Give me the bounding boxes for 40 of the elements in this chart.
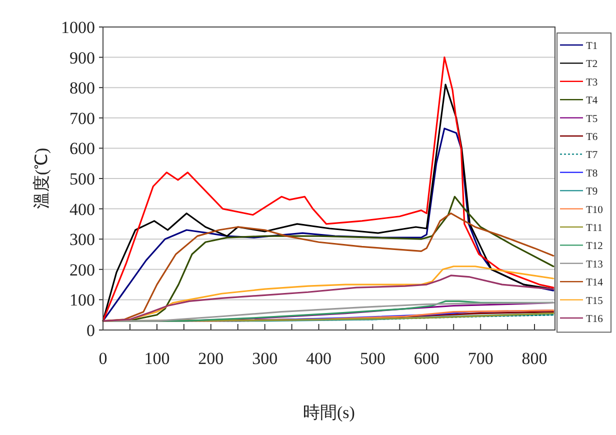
y-tick-label: 300 [70,230,95,250]
y-axis-title: 溫度(℃) [32,148,51,210]
legend-label: T7 [586,150,598,162]
y-tick-label: 900 [70,48,95,68]
x-tick-label: 300 [252,349,278,368]
legend-label: T6 [586,132,598,143]
x-tick-label: 700 [468,349,494,368]
y-tick-label: 100 [70,290,95,310]
legend-label: T9 [586,186,598,198]
legend-label: T10 [586,204,603,216]
y-tick-label: 500 [70,170,95,188]
x-tick-label: 0 [98,349,108,368]
x-tick-label: 600 [414,349,440,368]
legend-label: T3 [586,77,598,88]
line-series [102,274,554,322]
line-series [102,128,554,322]
legend-label: T2 [586,59,598,70]
legend-label: T13 [586,259,603,270]
x-axis-title: 時間(s) [303,403,355,422]
y-tick-label: 200 [70,260,95,280]
legend-label: T1 [586,41,598,52]
x-tick-label: 800 [522,349,548,368]
y-tick-label: 0 [86,321,95,340]
y-tick-label: 600 [70,139,95,158]
legend-label: T5 [586,114,598,125]
y-tick-label: 800 [70,78,95,98]
legend-label: T12 [586,241,603,252]
legend-label: T16 [586,314,603,325]
legend-label: T15 [586,296,603,307]
legend-label: T11 [586,223,603,234]
x-tick-label: 200 [198,349,224,368]
x-tick-label: 100 [144,349,170,368]
y-tick-label: 400 [70,200,95,219]
x-tick-label: 400 [306,349,332,368]
y-tick-label: 1000 [61,18,95,37]
legend-label: T8 [586,168,598,180]
y-tick-label: 700 [70,108,95,128]
legend-label: T4 [586,96,598,107]
x-tick-label: 500 [360,349,386,368]
legend-label: T14 [586,278,604,289]
